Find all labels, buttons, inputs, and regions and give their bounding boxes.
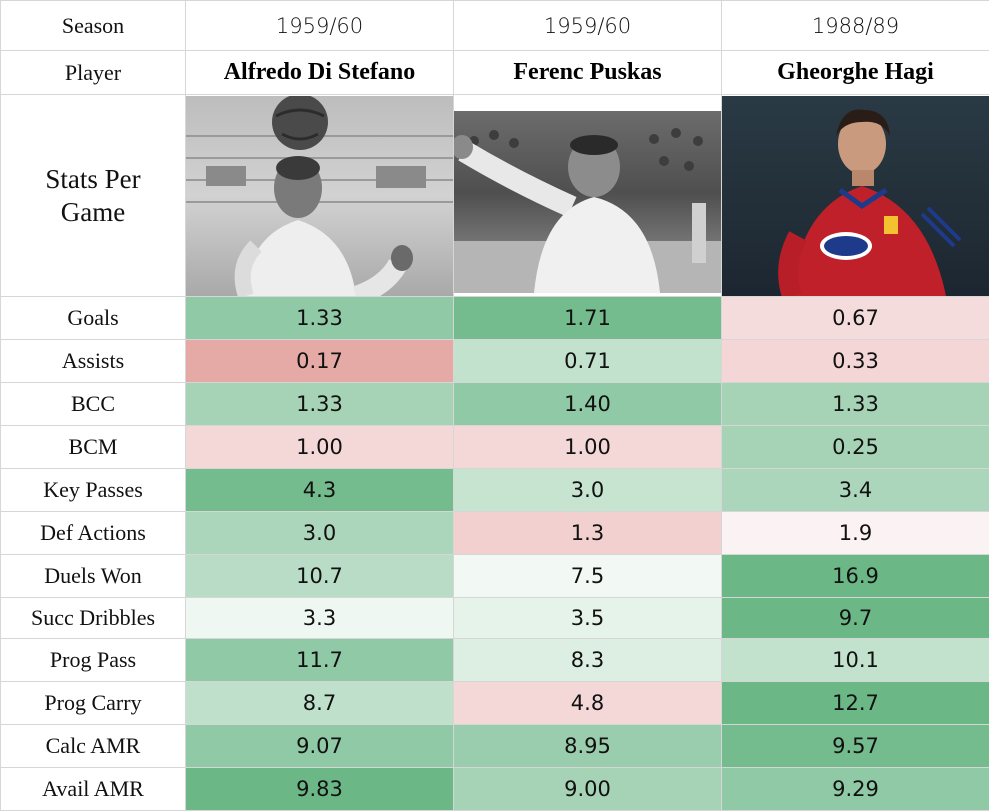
stat-label: Duels Won bbox=[1, 555, 186, 598]
stat-value-cell[interactable]: 1.3 bbox=[454, 512, 722, 555]
player-photo-di-stefano bbox=[186, 96, 454, 296]
stat-value-cell[interactable]: 1.9 bbox=[722, 512, 989, 555]
player-name-cell[interactable]: Gheorghe Hagi bbox=[722, 51, 989, 95]
stat-label: Def Actions bbox=[1, 512, 186, 555]
season-cell[interactable]: 1959/60 bbox=[186, 1, 454, 51]
stat-label: Avail AMR bbox=[1, 768, 186, 811]
photo-cell bbox=[186, 95, 454, 297]
stat-value-cell[interactable]: 1.00 bbox=[454, 426, 722, 469]
stat-value-cell[interactable]: 7.5 bbox=[454, 555, 722, 598]
stat-value-cell[interactable]: 9.7 bbox=[722, 598, 989, 639]
stat-value-cell[interactable]: 3.4 bbox=[722, 469, 989, 512]
photo-cell bbox=[454, 95, 722, 297]
stat-value-cell[interactable]: 4.3 bbox=[186, 469, 454, 512]
stat-value-cell[interactable]: 1.71 bbox=[454, 297, 722, 340]
stat-value-cell[interactable]: 10.7 bbox=[186, 555, 454, 598]
stat-value-cell[interactable]: 0.71 bbox=[454, 340, 722, 383]
stat-value-cell[interactable]: 1.33 bbox=[722, 383, 989, 426]
stat-value-cell[interactable]: 1.00 bbox=[186, 426, 454, 469]
stat-value-cell[interactable]: 3.0 bbox=[454, 469, 722, 512]
stats-per-game-label: Stats Per Game bbox=[1, 95, 186, 297]
stat-label: Assists bbox=[1, 340, 186, 383]
stat-label: Key Passes bbox=[1, 469, 186, 512]
stat-value-cell[interactable]: 1.40 bbox=[454, 383, 722, 426]
stat-value-cell[interactable]: 0.17 bbox=[186, 340, 454, 383]
stat-value-cell[interactable]: 0.33 bbox=[722, 340, 989, 383]
stat-value-cell[interactable]: 9.57 bbox=[722, 725, 989, 768]
stat-value-cell[interactable]: 9.29 bbox=[722, 768, 989, 811]
stat-value-cell[interactable]: 4.8 bbox=[454, 682, 722, 725]
player-name-cell[interactable]: Ferenc Puskas bbox=[454, 51, 722, 95]
player-name-cell[interactable]: Alfredo Di Stefano bbox=[186, 51, 454, 95]
photo-cell bbox=[722, 95, 989, 297]
stat-label: Succ Dribbles bbox=[1, 598, 186, 639]
stat-value-cell[interactable]: 16.9 bbox=[722, 555, 989, 598]
stat-value-cell[interactable]: 9.83 bbox=[186, 768, 454, 811]
stat-value-cell[interactable]: 8.95 bbox=[454, 725, 722, 768]
stat-value-cell[interactable]: 0.67 bbox=[722, 297, 989, 340]
stat-value-cell[interactable]: 1.33 bbox=[186, 383, 454, 426]
stat-value-cell[interactable]: 3.0 bbox=[186, 512, 454, 555]
stat-label: BCM bbox=[1, 426, 186, 469]
stats-per-game-line1: Stats Per bbox=[45, 164, 140, 194]
stat-label: BCC bbox=[1, 383, 186, 426]
stat-value-cell[interactable]: 8.7 bbox=[186, 682, 454, 725]
stats-per-game-line2: Game bbox=[61, 197, 125, 227]
player-label: Player bbox=[1, 51, 186, 95]
season-label: Season bbox=[1, 1, 186, 51]
season-cell[interactable]: 1959/60 bbox=[454, 1, 722, 51]
stat-label: Calc AMR bbox=[1, 725, 186, 768]
player-photo-puskas bbox=[454, 111, 722, 293]
player-row: Player Alfredo Di Stefano Ferenc Puskas … bbox=[1, 51, 989, 95]
stat-value-cell[interactable]: 3.5 bbox=[454, 598, 722, 639]
stat-value-cell[interactable]: 8.3 bbox=[454, 639, 722, 682]
player-photo-hagi bbox=[722, 96, 989, 296]
stat-label: Prog Pass bbox=[1, 639, 186, 682]
stat-value-cell[interactable]: 9.07 bbox=[186, 725, 454, 768]
stat-value-cell[interactable]: 0.25 bbox=[722, 426, 989, 469]
stat-value-cell[interactable]: 12.7 bbox=[722, 682, 989, 725]
photo-row: Stats Per Game bbox=[1, 95, 989, 297]
stat-label: Prog Carry bbox=[1, 682, 186, 725]
stat-value-cell[interactable]: 10.1 bbox=[722, 639, 989, 682]
season-row: Season 1959/60 1959/60 1988/89 bbox=[1, 1, 989, 51]
stat-value-cell[interactable]: 3.3 bbox=[186, 598, 454, 639]
stat-value-cell[interactable]: 11.7 bbox=[186, 639, 454, 682]
season-cell[interactable]: 1988/89 bbox=[722, 1, 989, 51]
stat-label: Goals bbox=[1, 297, 186, 340]
stat-value-cell[interactable]: 1.33 bbox=[186, 297, 454, 340]
stat-value-cell[interactable]: 9.00 bbox=[454, 768, 722, 811]
